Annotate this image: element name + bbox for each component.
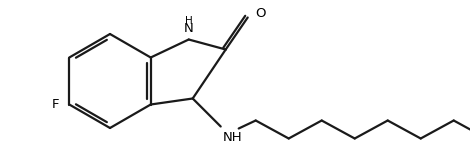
Text: H: H: [185, 15, 193, 25]
Text: O: O: [256, 7, 266, 20]
Text: N: N: [184, 22, 194, 35]
Text: F: F: [52, 98, 59, 111]
Text: NH: NH: [223, 131, 243, 143]
